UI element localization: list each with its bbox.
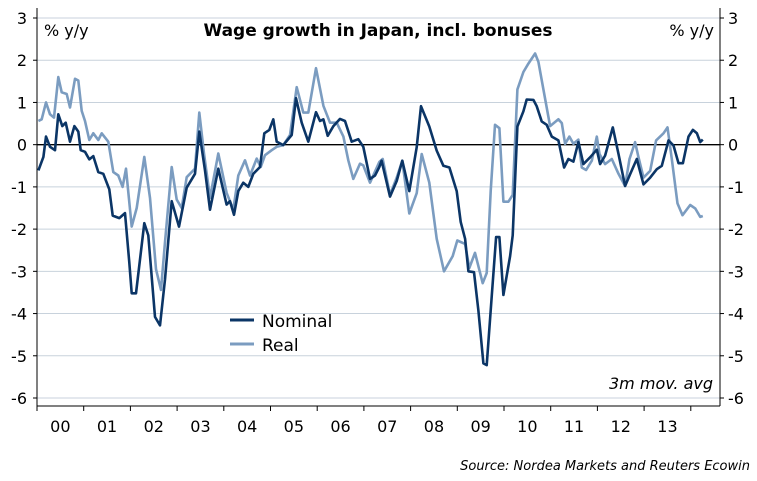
x-tick-label: 07	[377, 417, 397, 436]
chart-title: Wage growth in Japan, incl. bonuses	[203, 21, 552, 41]
y-tick-label-right: -4	[728, 305, 744, 324]
y-tick-label-right: 0	[728, 136, 738, 155]
moving-average-note: 3m mov. avg	[609, 374, 713, 393]
x-tick-label: 06	[330, 417, 350, 436]
x-tick-label: 13	[657, 417, 677, 436]
y-tick-label-right: -5	[728, 347, 744, 366]
y-tick-label-left: -1	[11, 178, 27, 197]
y-axis-right: 3 2 1 0 -1 -2 -3 -4 -5 -6	[719, 8, 744, 408]
series-lines	[37, 52, 704, 367]
y-tick-label-left: -2	[11, 220, 27, 239]
y-tick-label-right: -1	[728, 178, 744, 197]
x-axis: 00 01 02 03 04 05 06 07 08 09 10 11 12 13	[36, 405, 720, 436]
x-tick-label: 11	[564, 417, 584, 436]
x-tick-label: 04	[237, 417, 257, 436]
y-tick-label-left: 2	[17, 51, 27, 70]
y-tick-label-right: 2	[728, 51, 738, 70]
series-line-real	[37, 52, 704, 292]
y-tick-label-right: -2	[728, 220, 744, 239]
series-line-nominal	[37, 96, 704, 367]
x-tick-label: 10	[517, 417, 537, 436]
x-tick-label: 12	[611, 417, 631, 436]
x-tick-label: 09	[470, 417, 490, 436]
y-tick-label-right: -6	[728, 389, 744, 408]
source-note: Source: Nordea Markets and Reuters Ecowi…	[460, 459, 750, 474]
y-axis-label-left: % y/y	[44, 21, 89, 40]
y-tick-label-left: -3	[11, 262, 27, 281]
y-tick-label-left: -6	[11, 389, 27, 408]
gridlines	[37, 17, 720, 399]
y-tick-label-left: -4	[11, 305, 27, 324]
y-tick-label-right: -3	[728, 262, 744, 281]
x-tick-label: 05	[284, 417, 304, 436]
legend: Nominal Real	[230, 312, 332, 356]
y-axis-label-right: % y/y	[669, 21, 714, 40]
x-tick-label: 00	[50, 417, 70, 436]
x-tick-label: 08	[424, 417, 444, 436]
y-tick-label-left: 3	[17, 9, 27, 28]
legend-label-real: Real	[262, 336, 299, 356]
legend-label-nominal: Nominal	[262, 312, 332, 332]
y-tick-label-left: -5	[11, 347, 27, 366]
x-tick-label: 03	[190, 417, 210, 436]
y-tick-label-left: 1	[17, 93, 27, 112]
x-tick-label: 02	[144, 417, 164, 436]
y-axis-left: 3 2 1 0 -1 -2 -3 -4 -5 -6	[11, 8, 38, 408]
y-tick-label-right: 3	[728, 9, 738, 28]
y-tick-label-left: 0	[17, 136, 27, 155]
x-tick-label: 01	[97, 417, 117, 436]
y-tick-label-right: 1	[728, 93, 738, 112]
